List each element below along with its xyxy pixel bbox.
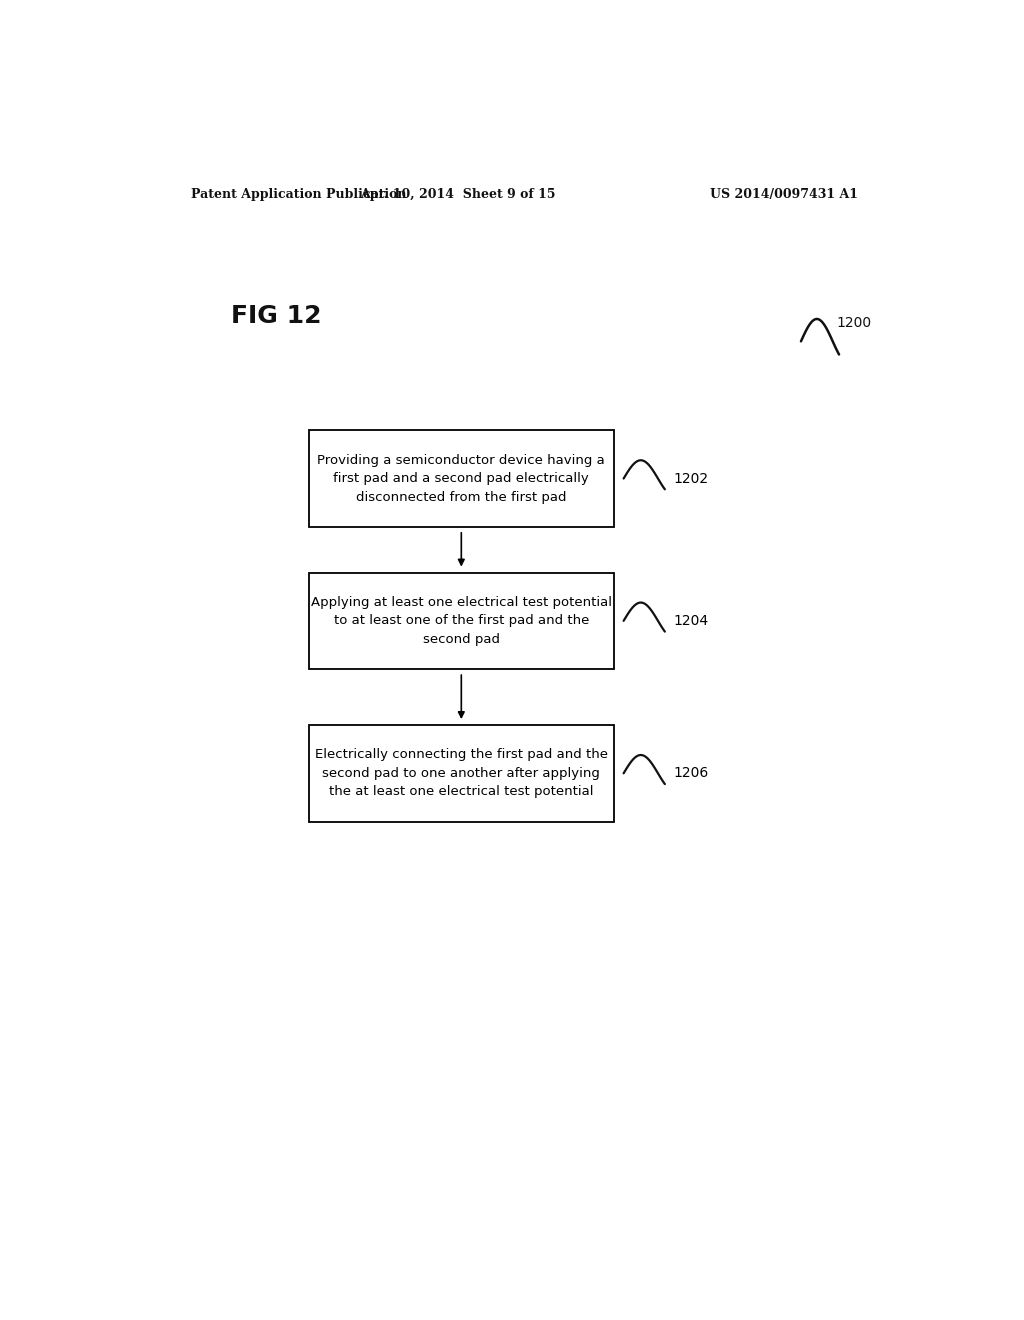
Text: Electrically connecting the first pad and the
second pad to one another after ap: Electrically connecting the first pad an… [314,748,608,799]
Text: 1202: 1202 [674,471,709,486]
Text: 1204: 1204 [674,614,709,628]
FancyBboxPatch shape [308,430,614,527]
Text: Providing a semiconductor device having a
first pad and a second pad electricall: Providing a semiconductor device having … [317,454,605,503]
FancyBboxPatch shape [308,573,614,669]
Text: FIG 12: FIG 12 [231,304,322,327]
FancyBboxPatch shape [308,725,614,821]
Text: 1206: 1206 [674,767,709,780]
Text: Applying at least one electrical test potential
to at least one of the first pad: Applying at least one electrical test po… [311,595,611,645]
Text: 1200: 1200 [837,315,871,330]
Text: Patent Application Publication: Patent Application Publication [191,189,407,202]
Text: Apr. 10, 2014  Sheet 9 of 15: Apr. 10, 2014 Sheet 9 of 15 [359,189,555,202]
Text: US 2014/0097431 A1: US 2014/0097431 A1 [710,189,858,202]
